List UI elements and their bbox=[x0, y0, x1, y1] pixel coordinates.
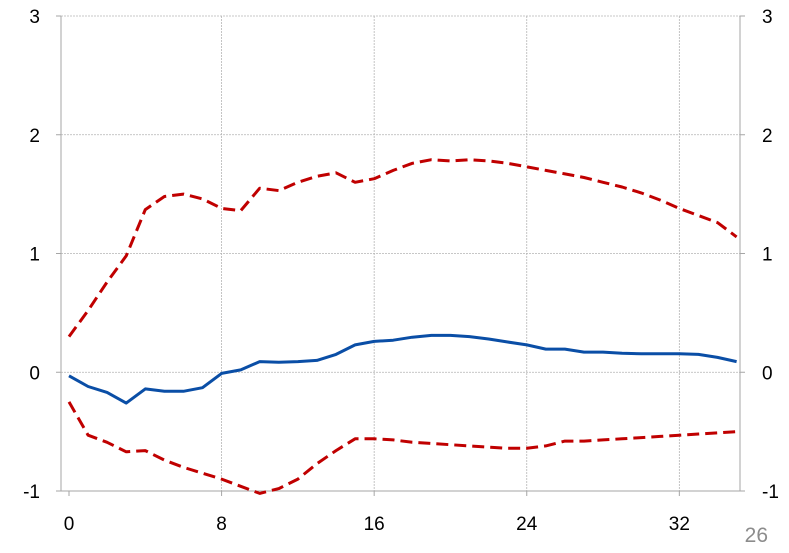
y-tick-label-right: 3 bbox=[762, 7, 773, 28]
y-axis-right-labels: -1 0 1 2 3 bbox=[762, 7, 779, 503]
y-tick-label-right: 1 bbox=[762, 245, 773, 266]
x-tick-label: 16 bbox=[364, 514, 385, 535]
y-tick-label-right: 0 bbox=[762, 363, 773, 384]
page-number: 26 bbox=[744, 524, 768, 547]
y-tick-label-left: 2 bbox=[29, 126, 40, 147]
x-axis-labels: 0 8 16 24 32 bbox=[64, 514, 690, 535]
y-tick-label-left: 1 bbox=[29, 245, 40, 266]
y-tick-label-right: 2 bbox=[762, 126, 773, 147]
series-line-upper bbox=[67, 158, 738, 338]
x-tick-label: 24 bbox=[516, 514, 538, 535]
x-tick-label: 32 bbox=[669, 514, 690, 535]
y-tick-label-left: -1 bbox=[23, 482, 40, 503]
y-tick-label-left: 0 bbox=[29, 363, 40, 384]
series-line-central bbox=[68, 333, 737, 405]
x-tick-label: 8 bbox=[216, 514, 227, 535]
grid bbox=[61, 15, 740, 491]
y-tick-label-left: 3 bbox=[29, 7, 40, 28]
x-tick-label: 0 bbox=[64, 514, 75, 535]
y-tick-label-right: -1 bbox=[762, 482, 779, 503]
y-axis-left-labels: -1 0 1 2 3 bbox=[23, 7, 40, 503]
axes bbox=[56, 15, 745, 496]
series-group bbox=[67, 158, 738, 495]
series-line-lower bbox=[67, 401, 737, 495]
